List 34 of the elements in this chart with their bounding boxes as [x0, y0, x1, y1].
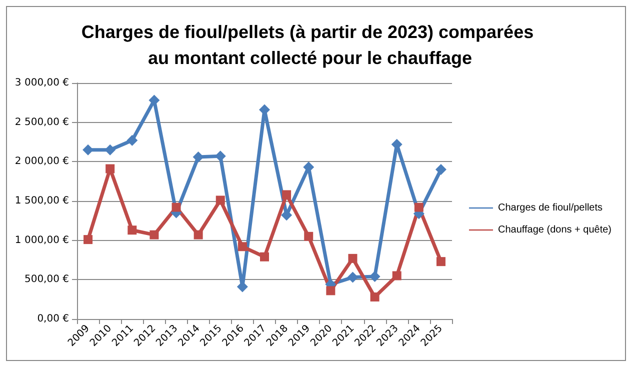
y-tick-label: 500,00 € — [24, 274, 69, 286]
point — [304, 232, 314, 241]
point — [414, 202, 424, 212]
point — [347, 272, 358, 283]
point — [348, 254, 358, 263]
chart-title: Charges de fioul/pellets (à partir de 2023) comparées au montant collecté pour le chauffage — [81, 22, 539, 68]
legend-label: Chauffage (dons + quête) — [498, 224, 612, 236]
point — [260, 252, 269, 262]
legend-label: Charges de fioul/pellets — [498, 202, 603, 214]
point — [392, 271, 402, 280]
point — [369, 271, 380, 282]
point — [216, 196, 225, 205]
point — [104, 144, 116, 156]
point — [192, 151, 204, 162]
y-tick-label: 2 000,00 € — [14, 156, 69, 168]
point — [172, 202, 181, 212]
point — [436, 257, 446, 266]
point — [126, 134, 138, 146]
point — [238, 242, 247, 252]
y-tick-label: 2 500,00 € — [14, 116, 69, 128]
point — [326, 286, 336, 296]
y-tick-label: 0,00 € — [37, 314, 69, 324]
point — [435, 164, 446, 176]
point — [214, 150, 226, 162]
point — [150, 230, 159, 240]
point — [128, 226, 137, 235]
point — [106, 164, 115, 174]
point — [370, 292, 380, 302]
y-tick-label: 3 000,00 € — [14, 78, 69, 88]
y-tick-label: 1 500,00 € — [14, 196, 69, 206]
point — [194, 230, 203, 240]
point — [282, 190, 292, 200]
point — [84, 235, 93, 244]
y-tick-label: 1 000,00 € — [14, 234, 69, 246]
